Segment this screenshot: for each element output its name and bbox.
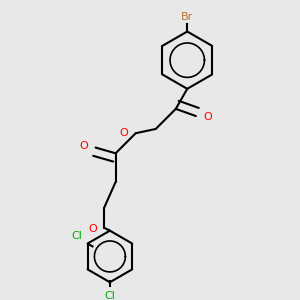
Text: O: O (203, 112, 212, 122)
Text: O: O (88, 224, 97, 234)
Text: Cl: Cl (71, 231, 82, 241)
Text: Cl: Cl (104, 291, 115, 300)
Text: O: O (80, 141, 88, 151)
Text: O: O (120, 128, 128, 138)
Text: Br: Br (181, 12, 194, 22)
